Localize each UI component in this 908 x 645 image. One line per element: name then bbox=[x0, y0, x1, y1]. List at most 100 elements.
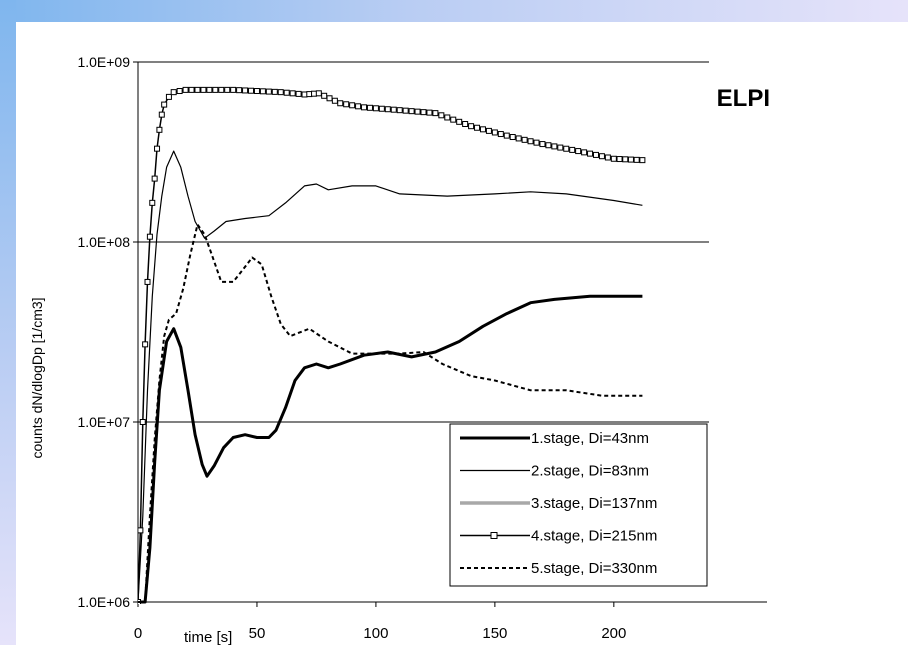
data-point bbox=[462, 121, 469, 128]
data-point bbox=[321, 92, 328, 99]
data-point bbox=[402, 107, 409, 114]
data-point bbox=[420, 109, 427, 116]
legend-label-3: 3.stage, Di=137nm bbox=[531, 495, 657, 512]
data-point bbox=[149, 199, 156, 206]
series-5 bbox=[138, 223, 643, 603]
data-point bbox=[158, 111, 165, 118]
y-tick-label: 1.0E+08 bbox=[77, 234, 130, 250]
data-point bbox=[182, 86, 189, 93]
legend-marker bbox=[490, 532, 498, 539]
data-point bbox=[349, 102, 356, 109]
data-point bbox=[295, 90, 302, 97]
x-tick-label: 100 bbox=[363, 625, 388, 642]
gridlines bbox=[138, 241, 709, 423]
x-tick-label: 200 bbox=[601, 625, 626, 642]
legend: 1.stage, Di=43nm 2.stage, Di=83nm 3.stage,… bbox=[449, 423, 708, 587]
data-point bbox=[414, 108, 421, 115]
data-point bbox=[450, 116, 457, 123]
data-point bbox=[289, 90, 296, 97]
data-point bbox=[283, 89, 290, 96]
data-point bbox=[616, 156, 623, 163]
x-axis-label: time [s] bbox=[184, 629, 232, 645]
data-point bbox=[230, 86, 237, 93]
data-point bbox=[306, 91, 313, 98]
legend-label-4: 4.stage, Di=215nm bbox=[531, 528, 657, 545]
data-point bbox=[390, 106, 397, 113]
data-point bbox=[592, 151, 599, 158]
data-point bbox=[503, 132, 510, 139]
data-point bbox=[396, 107, 403, 114]
data-point bbox=[236, 87, 243, 94]
data-point bbox=[479, 126, 486, 133]
data-point bbox=[372, 105, 379, 112]
data-point bbox=[277, 89, 284, 96]
data-point bbox=[485, 127, 492, 134]
data-point bbox=[194, 86, 201, 93]
data-point bbox=[218, 86, 225, 93]
data-point bbox=[622, 156, 629, 163]
series-line-1 bbox=[138, 294, 643, 604]
data-point bbox=[598, 153, 605, 160]
legend-label-1: 1.stage, Di=43nm bbox=[531, 430, 649, 447]
data-point bbox=[361, 104, 368, 111]
data-point bbox=[326, 95, 333, 102]
data-point bbox=[142, 341, 149, 348]
data-point bbox=[587, 150, 594, 157]
legend-label-5: 5.stage, Di=330nm bbox=[531, 560, 657, 577]
data-point bbox=[224, 86, 231, 93]
data-point bbox=[563, 145, 570, 152]
data-point bbox=[545, 142, 552, 149]
data-point bbox=[355, 103, 362, 110]
data-point bbox=[515, 135, 522, 142]
data-point bbox=[139, 419, 146, 425]
x-tick-label: 0 bbox=[134, 625, 142, 642]
series-layer bbox=[138, 86, 646, 604]
series-4 bbox=[138, 86, 646, 604]
background-band-top bbox=[0, 0, 908, 22]
x-tick-label: 150 bbox=[482, 625, 507, 642]
data-point bbox=[315, 90, 322, 97]
data-point bbox=[627, 156, 634, 163]
data-point bbox=[384, 106, 391, 113]
x-tick-label: 50 bbox=[249, 625, 266, 642]
data-point bbox=[242, 87, 249, 94]
data-point bbox=[170, 89, 177, 96]
series-1 bbox=[138, 294, 643, 604]
data-point bbox=[156, 126, 163, 133]
legend-label-2: 2.stage, Di=83nm bbox=[531, 463, 649, 480]
background-band-left bbox=[0, 0, 16, 645]
data-point bbox=[557, 144, 564, 151]
data-point bbox=[633, 156, 640, 163]
data-point bbox=[456, 118, 463, 125]
axes bbox=[133, 61, 767, 607]
data-point bbox=[444, 114, 451, 121]
data-point bbox=[604, 154, 611, 161]
data-point bbox=[474, 124, 481, 131]
data-point bbox=[144, 278, 151, 285]
data-point bbox=[509, 134, 516, 141]
y-tick-label: 1.0E+07 bbox=[77, 414, 130, 430]
series-2 bbox=[138, 150, 643, 603]
data-point bbox=[610, 155, 617, 162]
series-line-5 bbox=[138, 223, 643, 603]
data-point bbox=[200, 86, 207, 93]
data-point bbox=[337, 100, 344, 107]
data-point bbox=[569, 146, 576, 153]
data-point bbox=[533, 139, 540, 146]
data-point bbox=[188, 86, 195, 93]
data-point bbox=[154, 145, 161, 152]
y-axis-label: counts dN/dlogDp [1/cm3] bbox=[29, 297, 45, 458]
data-point bbox=[343, 101, 350, 108]
data-point bbox=[468, 123, 475, 130]
data-point bbox=[438, 112, 445, 119]
data-point bbox=[539, 141, 546, 148]
data-point bbox=[331, 97, 338, 104]
chart-title: ELPI bbox=[717, 85, 770, 112]
legend-box bbox=[449, 423, 708, 587]
data-point bbox=[151, 175, 158, 182]
data-point bbox=[146, 233, 153, 240]
data-point bbox=[491, 129, 498, 136]
data-point bbox=[551, 143, 558, 150]
